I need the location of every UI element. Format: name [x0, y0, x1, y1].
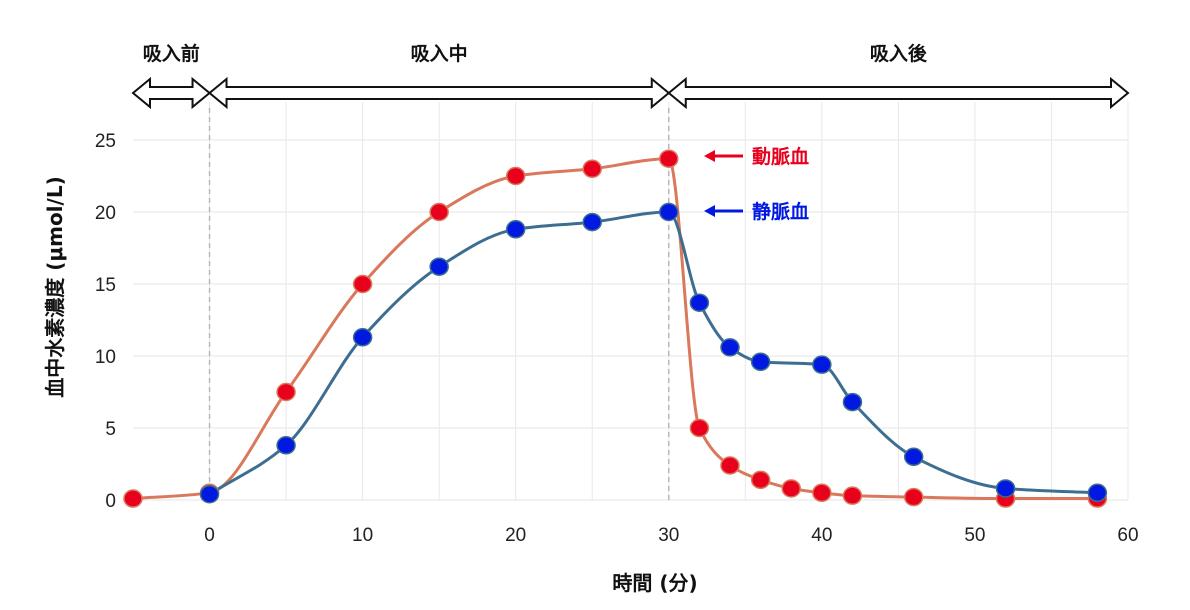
- arterial-data-point: [352, 274, 373, 294]
- y-tick-label: 25: [95, 131, 116, 152]
- data-series: [123, 149, 1108, 508]
- venous-data-point: [903, 447, 924, 467]
- venous-data-point: [1087, 483, 1108, 503]
- arterial-data-point: [276, 382, 296, 402]
- y-tick-label: 20: [95, 203, 116, 224]
- arterial-data-point: [842, 486, 863, 505]
- left-arrow-icon: [704, 150, 715, 162]
- y-tick-label: 5: [105, 419, 116, 440]
- arterial-data-point: [689, 418, 710, 438]
- venous-series-line: [208, 210, 1098, 496]
- x-tick-label: 60: [1117, 525, 1138, 546]
- venous-data-point: [995, 479, 1016, 498]
- phase-arrows: 吸入前 吸入中 吸入後: [131, 42, 1130, 110]
- double-arrow-icon: [667, 76, 1130, 110]
- legend-label: 動脈血: [752, 145, 809, 168]
- arterial-data-point: [781, 479, 801, 498]
- venous-data-point: [659, 202, 679, 222]
- venous-data-point: [582, 212, 602, 232]
- arterial-data-point: [812, 483, 832, 503]
- venous-data-point: [750, 352, 771, 372]
- venous-data-point: [689, 293, 710, 312]
- venous-data-point: [505, 220, 526, 239]
- arterial-data-point: [720, 456, 740, 475]
- venous-data-point: [812, 355, 832, 374]
- arterial-data-point: [750, 470, 771, 490]
- x-tick-label: 40: [811, 525, 832, 546]
- left-arrow-icon: [704, 205, 715, 217]
- arterial-data-point: [582, 159, 602, 179]
- arterial-data-point: [429, 202, 449, 222]
- x-tick-label: 0: [204, 525, 215, 546]
- venous-data-point: [276, 436, 296, 455]
- legend-label: 静脈血: [752, 200, 809, 223]
- y-tick-label: 0: [105, 491, 116, 512]
- y-tick-label: 10: [95, 347, 116, 368]
- x-tick-label: 30: [658, 525, 679, 546]
- arterial-series-line: [132, 157, 1098, 501]
- venous-data-point: [720, 338, 740, 357]
- x-tick-label: 20: [505, 525, 526, 546]
- venous-data-point: [199, 484, 220, 504]
- x-axis-title: 時間 (分): [612, 571, 697, 595]
- arterial-data-point: [659, 149, 679, 168]
- venous-data-point: [842, 392, 863, 412]
- y-axis-title: 血中水素濃度 (μmol/L): [43, 176, 67, 397]
- axis-labels: 0 10 20 30 40 50 60 0 5 10 15 20 25: [95, 131, 1139, 546]
- arterial-data-point: [505, 166, 526, 186]
- phase-label: 吸入中: [411, 42, 468, 65]
- phase-label: 吸入前: [143, 42, 200, 65]
- venous-data-point: [429, 257, 449, 276]
- double-arrow-icon: [131, 76, 212, 110]
- arterial-data-point: [123, 489, 143, 508]
- x-tick-label: 50: [964, 525, 985, 546]
- phase-label: 吸入後: [870, 42, 928, 65]
- venous-data-point: [352, 328, 373, 347]
- x-tick-label: 10: [352, 525, 373, 546]
- arterial-data-point: [903, 487, 924, 507]
- y-tick-label: 15: [95, 275, 116, 296]
